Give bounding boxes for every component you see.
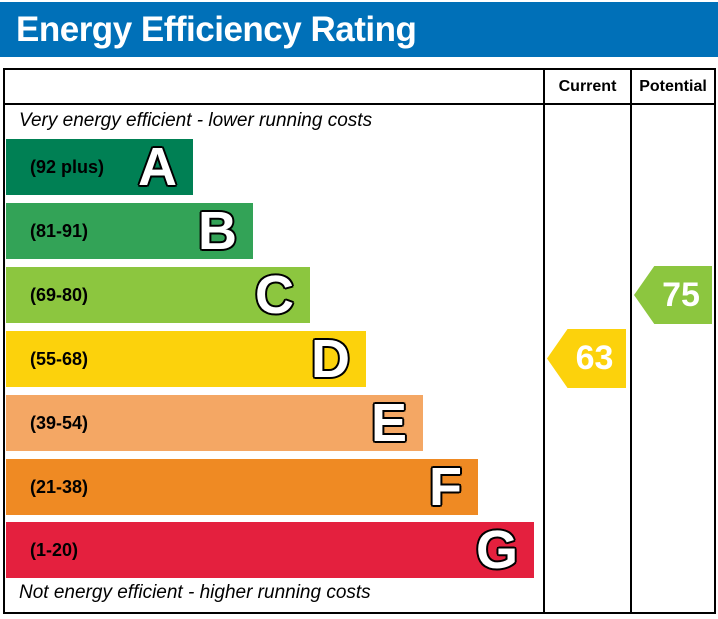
band-e-letter: E bbox=[370, 393, 407, 453]
header-divider-line bbox=[5, 103, 714, 105]
current-rating-value: 63 bbox=[575, 339, 614, 377]
band-c: (69-80) C bbox=[6, 267, 310, 323]
band-b: (81-91) B bbox=[6, 203, 253, 259]
band-c-range: (69-80) bbox=[30, 284, 89, 305]
band-f-range: (21-38) bbox=[30, 476, 89, 497]
page-title: Energy Efficiency Rating bbox=[16, 9, 417, 49]
band-g-range: (1-20) bbox=[30, 539, 79, 560]
band-d: (55-68) D bbox=[6, 331, 366, 387]
band-f: (21-38) F bbox=[6, 459, 478, 515]
current-column-divider bbox=[543, 70, 545, 612]
current-column-header: Current bbox=[558, 78, 617, 95]
band-b-letter: B bbox=[198, 201, 237, 261]
band-g-letter: G bbox=[475, 520, 518, 580]
band-a-letter: A bbox=[138, 137, 177, 197]
band-e-range: (39-54) bbox=[30, 412, 89, 433]
energy-efficiency-chart: Current Potential Very energy efficient … bbox=[3, 68, 716, 614]
band-d-letter: D bbox=[311, 329, 350, 389]
top-caption: Very energy efficient - lower running co… bbox=[19, 110, 373, 131]
band-g: (1-20) G bbox=[6, 522, 534, 578]
band-b-range: (81-91) bbox=[30, 220, 89, 241]
potential-rating-arrow: 75 bbox=[634, 266, 712, 324]
band-c-letter: C bbox=[255, 265, 294, 325]
band-a-range: (92 plus) bbox=[30, 156, 105, 177]
bottom-caption: Not energy efficient - higher running co… bbox=[19, 582, 371, 603]
potential-rating-value: 75 bbox=[662, 275, 700, 314]
current-rating-arrow: 63 bbox=[547, 329, 626, 388]
band-e: (39-54) E bbox=[6, 395, 423, 451]
potential-column-header: Potential bbox=[639, 78, 707, 95]
band-f-letter: F bbox=[429, 457, 462, 517]
band-a: (92 plus) A bbox=[6, 139, 193, 195]
band-d-range: (55-68) bbox=[30, 348, 89, 369]
title-bar: Energy Efficiency Rating bbox=[0, 2, 718, 57]
potential-column-divider bbox=[630, 70, 632, 612]
